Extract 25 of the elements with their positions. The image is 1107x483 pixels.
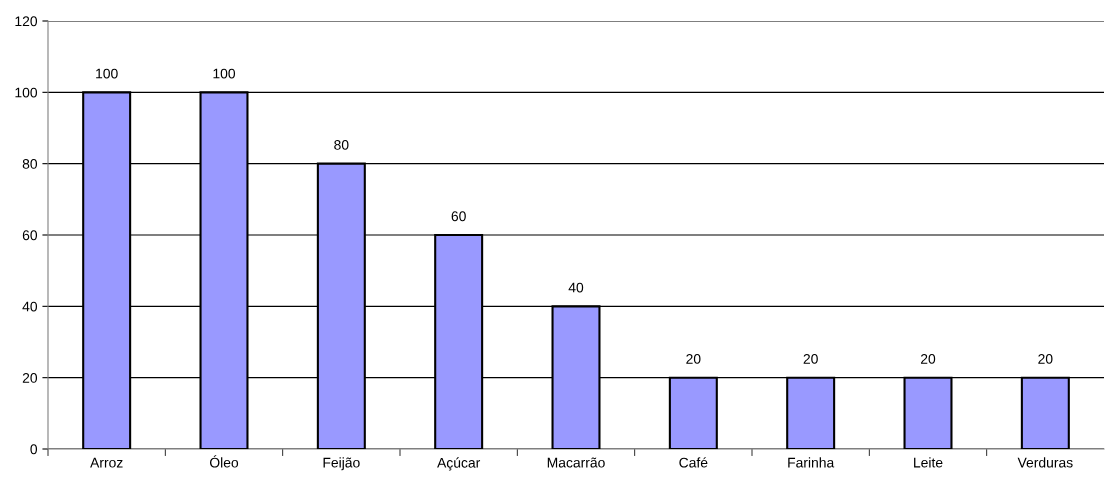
data-label: 20	[803, 353, 818, 364]
x-tick-label: Verduras	[1017, 457, 1073, 468]
x-tick-label: Óleo	[209, 455, 239, 468]
y-tick-label: 40	[22, 301, 38, 312]
x-tick-label: Café	[679, 457, 708, 468]
y-tick-label: 60	[22, 230, 38, 241]
y-tick-label: 100	[15, 87, 38, 98]
x-tick-label: Leite	[914, 457, 943, 468]
data-label: 20	[686, 353, 701, 364]
data-label: 100	[96, 68, 118, 79]
data-label: 60	[451, 211, 466, 222]
data-label: 80	[334, 139, 349, 150]
x-tick-label: Macarrão	[547, 457, 605, 468]
x-tick-label: Farinha	[788, 457, 835, 468]
y-tick-label: 80	[22, 159, 38, 169]
data-label: 100	[213, 68, 236, 79]
x-tick-label: Arroz	[90, 457, 123, 468]
y-tick-label: 20	[22, 373, 38, 383]
y-tick-label: 0	[30, 444, 38, 455]
data-label: 40	[568, 282, 584, 293]
data-label: 20	[920, 353, 936, 364]
data-label: 20	[1038, 353, 1053, 364]
x-tick-label: Feijão	[323, 457, 360, 471]
y-tick-label: 120	[15, 16, 38, 27]
x-tick-label: Açúcar	[437, 457, 481, 471]
